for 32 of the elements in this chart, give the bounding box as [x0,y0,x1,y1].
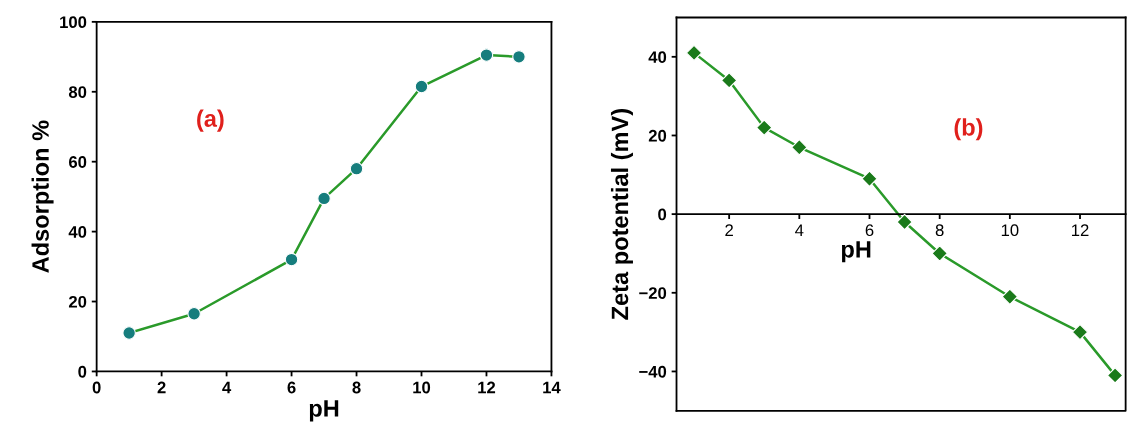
x-tick-label: 14 [543,381,561,394]
y-axis-title: Adsorption % [31,120,54,273]
x-tick-label: 8 [352,381,361,394]
y-axis-title: Zeta potential (mV) [610,109,633,320]
x-tick-label: 6 [287,381,296,394]
x-axis-title: pH [309,400,339,422]
annotation: (a) [197,109,224,132]
point [896,213,913,231]
x-axis-title: pH [841,241,871,263]
y-tick-label: 40 [648,51,667,64]
x-tick-label: 4 [795,224,804,236]
x-tick-label: 12 [1072,224,1089,236]
annotation: (b) [954,118,983,141]
y-tick-label: 20 [648,129,667,142]
x-tick-label: 10 [1001,224,1019,237]
y-tick-label: 0 [658,208,667,221]
y-tick-label: 0 [78,365,87,378]
y-tick-label: −20 [639,287,667,299]
x-tick-label: 6 [865,224,874,237]
x-tick-label: 12 [478,381,496,394]
x-tick-label: 4 [222,381,232,394]
y-tick-label: 60 [69,156,87,168]
x-tick-label: 10 [413,381,431,394]
y-tick-label: 40 [68,226,87,238]
x-tick-label: 2 [725,224,733,236]
x-tick-label: 8 [935,224,944,237]
x-tick-label: 2 [157,381,166,394]
x-tick-label: 0 [92,381,101,394]
y-tick-label: −40 [639,365,667,378]
y-tick-label: 100 [60,16,87,29]
y-tick-label: 20 [68,295,87,308]
y-tick-label: 80 [68,86,87,98]
